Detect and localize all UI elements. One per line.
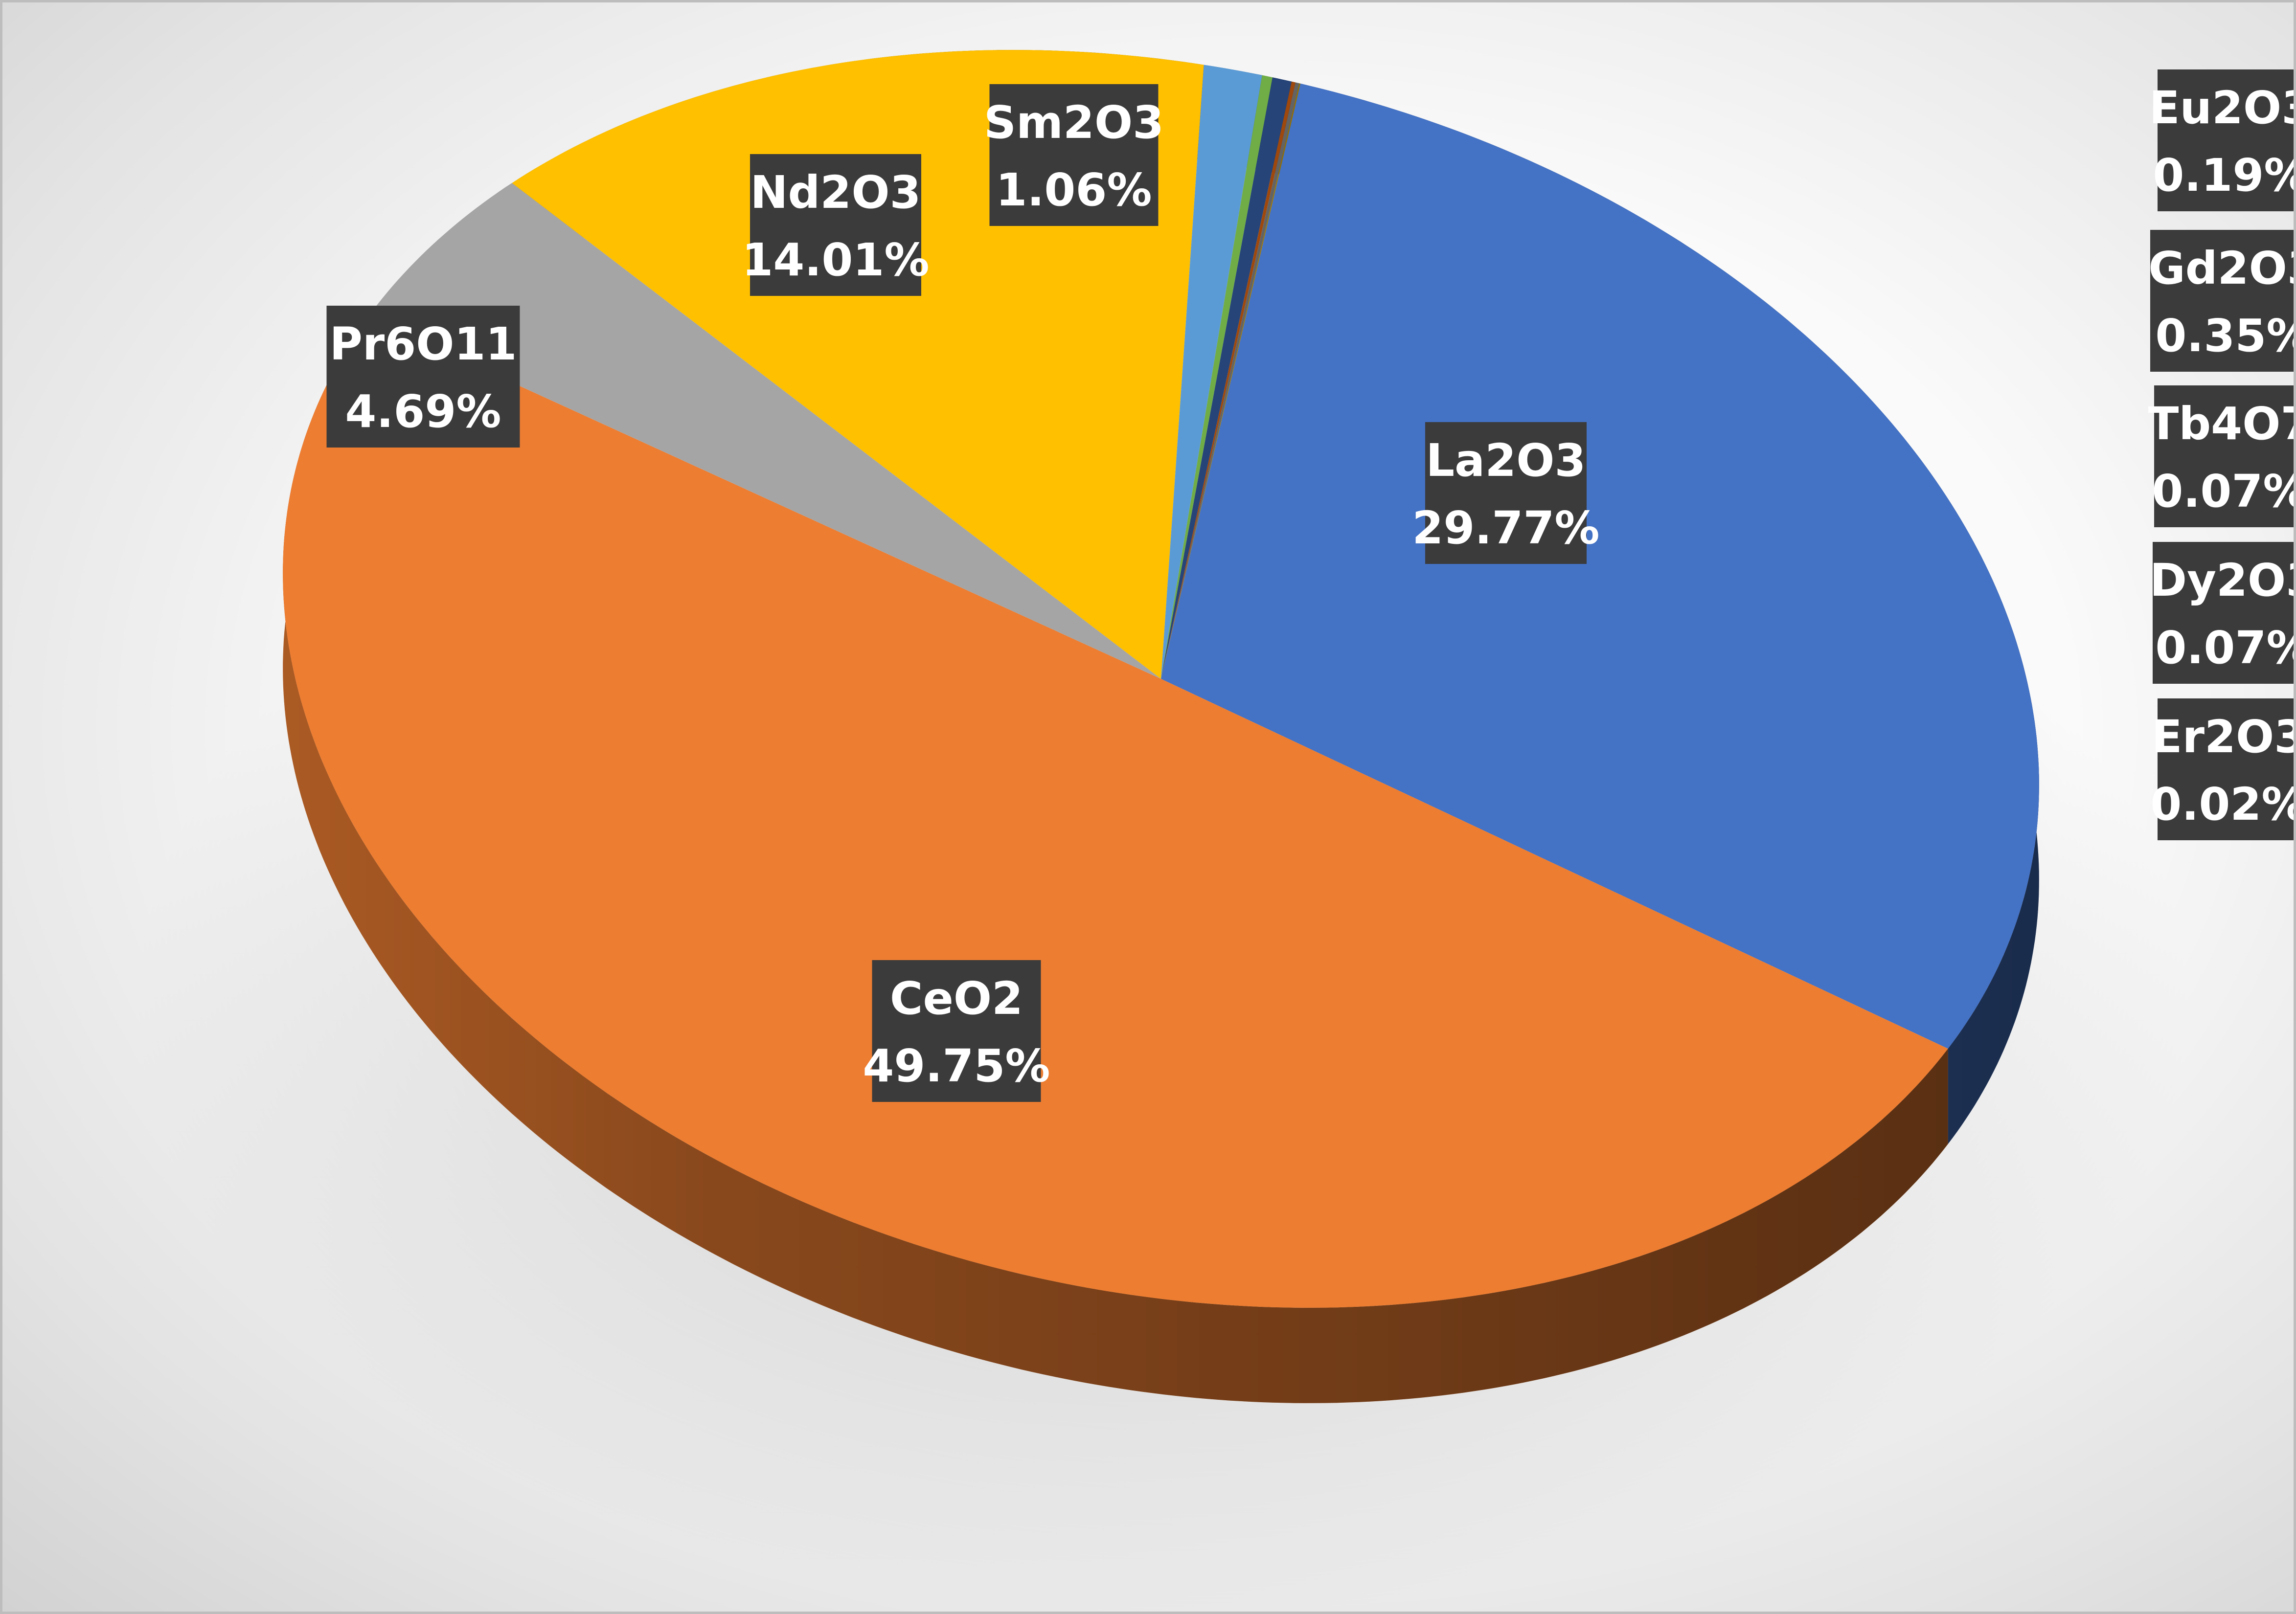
data-label-nd2o3: Nd2O3 14.01%	[742, 154, 930, 296]
data-label-box	[1425, 422, 1587, 564]
data-label-value: 1.06%	[996, 164, 1152, 216]
data-label-value: 29.77%	[1412, 502, 1599, 554]
data-label-value: 49.75%	[863, 1040, 1050, 1092]
data-label-box	[989, 84, 1159, 226]
data-label-box	[2158, 69, 2294, 211]
data-label-name: Dy2O3	[2150, 554, 2296, 606]
data-label-box	[2158, 698, 2294, 840]
data-label-dy2o3: Dy2O3 0.07%	[2150, 542, 2296, 684]
data-label-tb4o7: Tb4O7 0.07%	[2148, 385, 2296, 527]
data-label-box	[2154, 385, 2294, 527]
data-label-name: Pr6O11	[329, 318, 517, 370]
data-label-eu2o3: Eu2O3 0.19%	[2149, 69, 2296, 211]
data-label-la2o3: La2O3 29.77%	[1412, 422, 1600, 564]
data-label-name: La2O3	[1426, 434, 1586, 487]
data-label-name: CeO2	[890, 972, 1023, 1025]
data-label-pr6o11: Pr6O11 4.69%	[326, 306, 520, 448]
data-label-value: 0.02%	[2150, 778, 2296, 830]
pie-slice-er2o3	[1161, 83, 1300, 679]
data-label-sm2o3: Sm2O3 1.06%	[984, 84, 1164, 226]
data-label-value: 14.01%	[742, 234, 929, 286]
data-label-name: Er2O3	[2152, 711, 2296, 763]
data-label-ceo2: CeO2 49.75%	[863, 960, 1050, 1102]
data-label-box	[750, 154, 921, 296]
data-label-name: Tb4O7	[2148, 398, 2296, 450]
data-label-value: 0.35%	[2155, 310, 2296, 362]
data-label-name: Eu2O3	[2149, 82, 2296, 134]
pie-slice-eu2o3	[1161, 75, 1273, 679]
data-label-value: 4.69%	[345, 385, 501, 438]
data-label-name: Gd2O3	[2148, 242, 2296, 294]
data-label-name: Nd2O3	[750, 166, 921, 219]
pie-slice-pr6o11	[368, 183, 1161, 679]
pie-slice-gd2o3	[1161, 77, 1292, 679]
data-label-value: 0.07%	[2152, 465, 2296, 517]
pie-labels: La2O3 29.77% CeO2 49.75% Pr6O11 4.69% Nd2O3 14.…	[326, 69, 2296, 1102]
data-label-value: 0.07%	[2155, 622, 2296, 674]
data-label-name: Sm2O3	[984, 96, 1164, 149]
data-label-gd2o3: Gd2O3 0.35%	[2148, 230, 2296, 372]
data-label-box	[2150, 230, 2294, 372]
pie-top	[283, 50, 2039, 1308]
pie-slice-dy2o3	[1161, 82, 1299, 679]
pie-slice-ceo2	[283, 316, 1948, 1308]
pie-slice-la2o3	[1161, 83, 2039, 1049]
pie-slice-sm2o3	[1161, 65, 1262, 679]
data-label-box	[326, 306, 520, 448]
data-label-box	[2153, 542, 2294, 684]
data-label-box	[872, 960, 1041, 1102]
pie-slice-tb4o7	[1161, 81, 1296, 679]
data-label-er2o3: Er2O3 0.02%	[2150, 698, 2296, 840]
data-label-value: 0.19%	[2153, 149, 2296, 202]
